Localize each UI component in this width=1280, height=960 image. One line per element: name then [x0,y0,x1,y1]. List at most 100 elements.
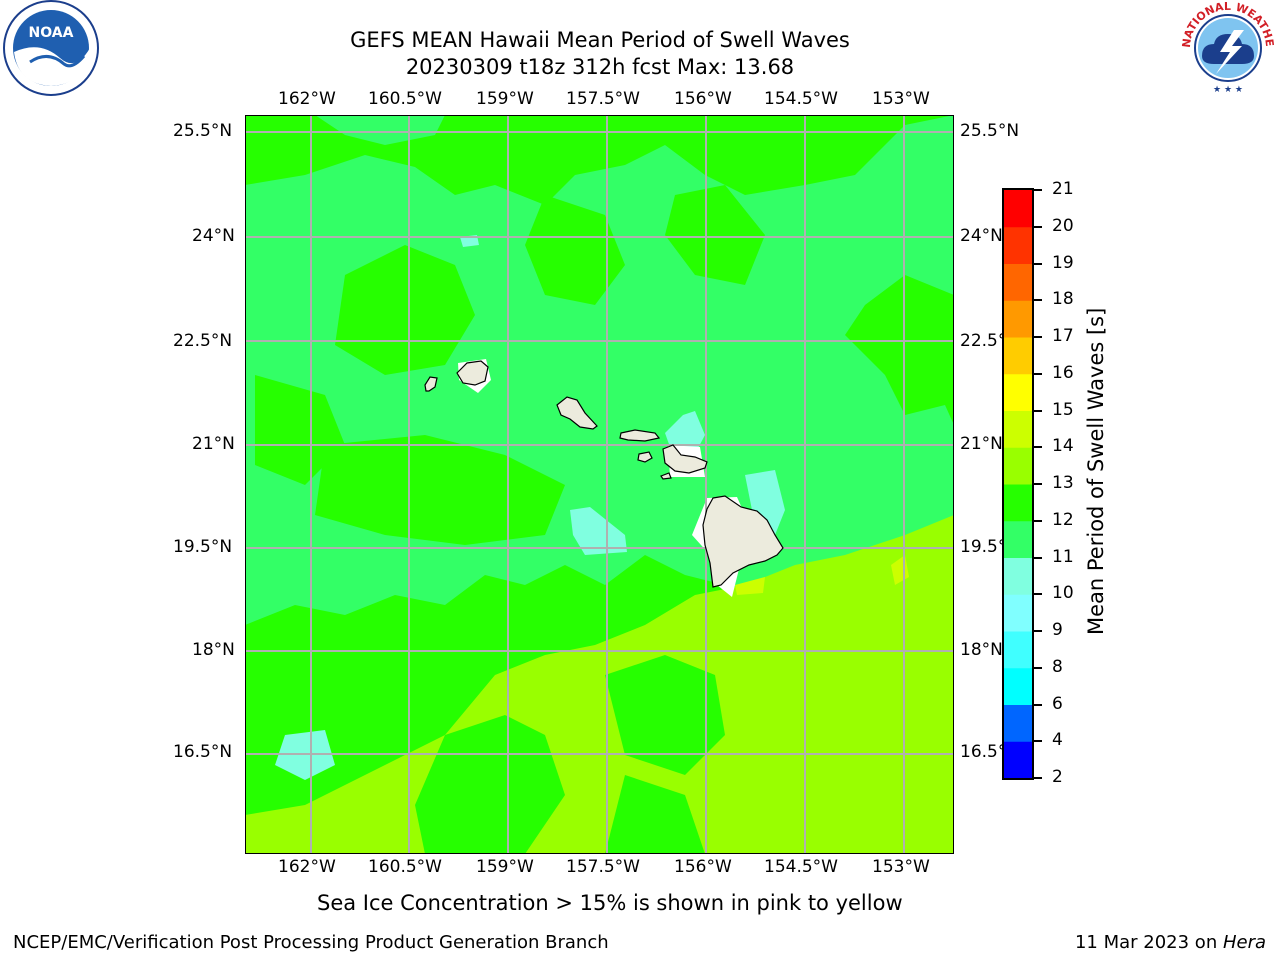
lon-label-top: 153°W [872,89,930,109]
lon-label-bottom: 157.5°W [566,857,640,877]
colorbar-tick-label: 11 [1052,546,1074,567]
noaa-logo-text: NOAA [29,25,74,41]
footer-date: 11 Mar 2023 on Hera [1075,932,1266,953]
colorbar-tick-mark [1034,777,1042,779]
colorbar-tick-label: 13 [1052,473,1074,493]
lon-label-top: 157.5°W [566,89,640,109]
lat-label-left: 25.5°N [173,121,233,141]
field-11-12-patch [605,655,725,775]
lat-label-left: 21°N [192,434,235,454]
island-kauai [456,360,489,386]
colorbar-tick-label: 14 [1052,436,1074,457]
colorbar-label: Mean Period of Swell Waves [s] [1084,307,1108,635]
field-11-12-patch [665,185,765,285]
footer-date-text: 11 Mar 2023 on [1074,932,1223,953]
colorbar-tick-mark [1034,262,1042,265]
colorbar-tick-mark [1034,630,1042,632]
field-9-10 [665,411,705,450]
lon-label-bottom: 153°W [872,857,930,877]
colorbar-box [1004,190,1032,228]
colorbar-tick-mark [1034,336,1042,338]
colorbar-box [1004,337,1032,375]
colorbar-tick-mark [1034,299,1042,302]
lat-label-right: 25.5°N [960,121,1020,141]
lat-label-left: 24°N [192,226,235,246]
footer-host: Hera [1222,932,1266,953]
island-hawaii [702,495,784,588]
colorbar-box [1004,741,1032,779]
field-12-13 [245,515,954,854]
field-11-12-patch [525,195,625,305]
colorbar-box [1004,263,1032,301]
colorbar-tick-mark [1034,483,1042,485]
field-11-12-patch [255,375,345,485]
field-10-11-top [315,115,445,145]
chart-subtitle: 20230309 t18z 312h fcst Max: 13.68 [405,55,795,79]
colorbar-tick-label: 16 [1052,362,1074,383]
colorbar-tick-mark [1034,740,1042,743]
lat-label-right: 18°N [960,640,1003,660]
island-maui [662,444,708,474]
lon-label-top: 154.5°W [764,89,838,109]
colorbar-tick-mark [1034,556,1042,559]
colorbar-tick-mark [1034,446,1042,449]
lon-label-bottom: 159°W [476,857,534,877]
colorbar-box [1004,447,1032,485]
field-11-12-patch [605,775,705,854]
colorbar-tick-label: 18 [1052,289,1074,310]
field-11-12-patch [315,435,565,545]
grid-lines [245,115,954,854]
lat-label-right: 24°N [960,226,1003,246]
noaa-logo: NOAA [3,0,99,96]
colorbar-tick-mark [1034,593,1042,596]
colorbar-tick-label: 17 [1052,326,1074,346]
colorbar-tick-label: 4 [1052,730,1063,751]
colorbar-tick-label: 15 [1052,399,1074,420]
colorbar-tick-label: 8 [1052,656,1063,677]
lon-label-bottom: 154.5°W [764,857,838,877]
colorbar-tick-mark [1034,409,1042,412]
field-9-10 [570,507,627,555]
colorbar-tick-label: 21 [1052,179,1074,199]
lat-label-right: 21°N [960,434,1003,454]
colorbar-box [1004,300,1032,338]
island-oahu [556,396,598,430]
footer-branch: NCEP/EMC/Verification Post Processing Pr… [13,932,609,953]
island-niihau [424,376,438,392]
colorbar-tick-mark [1034,703,1042,706]
island-molokai [619,429,661,442]
colorbar-frame [1002,188,1034,780]
field-13-14 [735,577,765,595]
colorbar-tick-label: 9 [1052,620,1063,640]
colorbar-tick-mark [1034,225,1042,228]
lat-label-left: 22.5°N [173,331,233,351]
colorbar-box [1004,520,1032,558]
colorbar-tick-mark [1034,666,1042,669]
lon-label-bottom: 156°W [674,857,732,877]
colorbar-tick-mark [1034,519,1042,522]
lon-label-top: 159°W [476,89,534,109]
nws-logo: NATIONAL WEATHER SERVICE ★ ★ ★ [1176,0,1276,95]
chart-title: GEFS MEAN Hawaii Mean Period of Swell Wa… [350,28,850,52]
swell-period-map [245,115,954,854]
lon-label-top: 156°W [674,89,732,109]
colorbar-box [1004,557,1032,595]
colorbar-tick-label: 2 [1052,767,1063,787]
field-11-12-patch [415,715,565,854]
island-lanai [637,451,653,463]
island-kahoolawe [660,472,672,480]
lon-label-top: 162°W [278,89,336,109]
colorbar-box [1004,484,1032,522]
colorbar-tick-label: 19 [1052,252,1074,273]
colorbar-box [1004,667,1032,705]
svg-text:★ ★ ★: ★ ★ ★ [1213,85,1243,95]
field-11-12-patch [335,245,475,375]
lat-label-left: 19.5°N [173,537,233,557]
lat-label-left: 18°N [192,640,235,660]
colorbar-box [1004,594,1032,632]
lon-label-top: 160.5°W [368,89,442,109]
colorbar-box [1004,410,1032,448]
lon-label-bottom: 160.5°W [368,857,442,877]
hawaiian-islands [424,360,784,588]
colorbar-tick-mark [1034,189,1042,191]
